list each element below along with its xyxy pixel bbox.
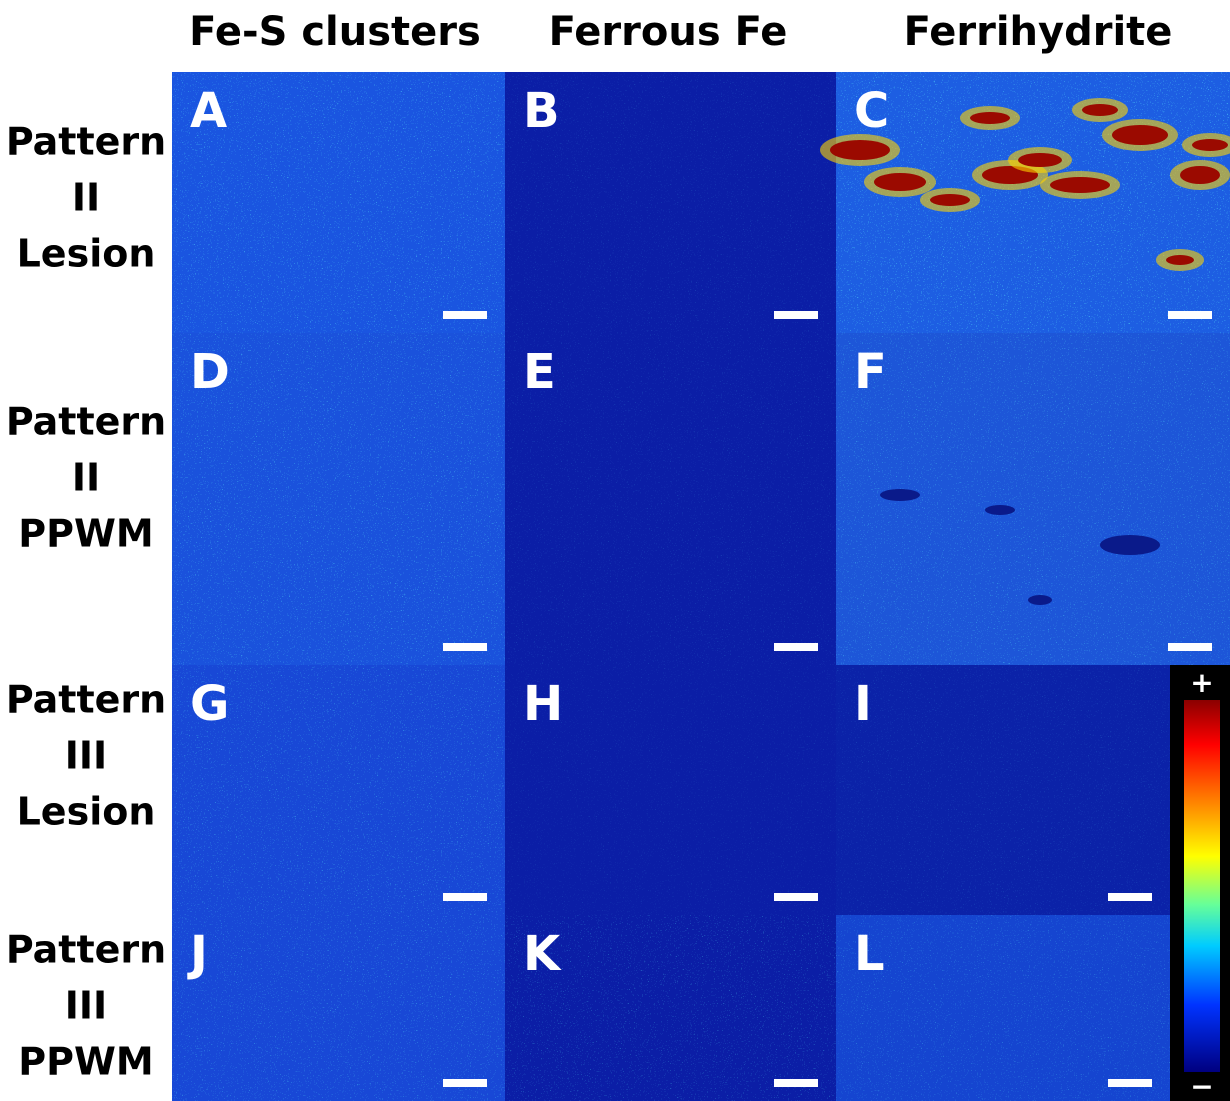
scale-bar	[774, 1079, 818, 1087]
panel-texture	[172, 915, 505, 1101]
vessel	[985, 505, 1015, 515]
deposit	[830, 140, 890, 160]
panel-texture	[836, 72, 1230, 333]
row-label: Pattern	[6, 678, 166, 722]
deposit	[1018, 153, 1062, 167]
deposit	[1050, 177, 1110, 193]
scale-bar	[443, 643, 487, 651]
row-label: Lesion	[17, 232, 156, 276]
panel-letter: K	[523, 926, 562, 982]
row-label: PPWM	[18, 1040, 153, 1084]
image-panel: B	[505, 72, 836, 333]
row-label: III	[65, 734, 107, 778]
column-header: Ferrous Fe	[549, 9, 788, 55]
deposit	[1180, 166, 1220, 184]
colorbar-gradient	[1184, 700, 1220, 1072]
panel-letter: C	[854, 83, 889, 139]
scale-bar	[1168, 311, 1212, 319]
row-label: Pattern	[6, 928, 166, 972]
panel-letter: A	[190, 83, 227, 139]
figure: ABCDEFGHIJKL+− Fe-S clustersFerrous FeFe…	[0, 0, 1230, 1101]
scale-bar	[443, 893, 487, 901]
panel-letter: F	[854, 344, 887, 400]
scale-bar	[774, 893, 818, 901]
deposit	[1166, 255, 1194, 265]
panel-texture	[836, 915, 1170, 1101]
row-label: Pattern	[6, 400, 166, 444]
image-panel: K	[505, 915, 836, 1101]
vessel	[1028, 595, 1052, 605]
image-panel: I	[836, 665, 1170, 915]
scale-bar	[774, 311, 818, 319]
column-header: Ferrihydrite	[904, 9, 1173, 55]
vessel	[880, 489, 920, 501]
panel-letter: B	[523, 83, 560, 139]
panel-letter: I	[854, 676, 872, 732]
scale-bar	[443, 311, 487, 319]
image-panel: G	[172, 665, 505, 915]
deposit	[930, 194, 970, 206]
row-label: II	[72, 456, 100, 500]
deposit	[1192, 139, 1228, 151]
row-label: III	[65, 984, 107, 1028]
column-header: Fe-S clusters	[189, 9, 481, 55]
row-label: II	[72, 176, 100, 220]
row-label: Pattern	[6, 120, 166, 164]
colorbar-max-label: +	[1190, 666, 1213, 699]
image-panel: L	[836, 915, 1170, 1101]
scale-bar	[1168, 643, 1212, 651]
row-label: PPWM	[18, 512, 153, 556]
panel-letter: D	[190, 344, 230, 400]
vessel	[1100, 535, 1160, 555]
row-label: Lesion	[17, 790, 156, 834]
panel-letter: J	[187, 926, 208, 982]
image-panel: D	[172, 333, 505, 665]
scale-bar	[1108, 893, 1152, 901]
panel-letter: L	[854, 926, 885, 982]
image-panel: H	[505, 665, 836, 915]
scale-bar	[774, 643, 818, 651]
image-panel: A	[172, 72, 505, 333]
scale-bar	[443, 1079, 487, 1087]
deposit	[970, 112, 1010, 124]
deposit	[874, 173, 926, 191]
deposit	[1112, 125, 1168, 145]
image-panel: E	[505, 333, 836, 665]
panel-letter: G	[190, 676, 229, 732]
deposit	[1082, 104, 1118, 116]
panel-texture	[836, 665, 1170, 915]
panel-letter: H	[523, 676, 563, 732]
colorbar: +−	[1170, 665, 1230, 1101]
colorbar-min-label: −	[1190, 1070, 1213, 1101]
image-panel: F	[836, 333, 1230, 665]
image-panel: C	[820, 72, 1230, 333]
scale-bar	[1108, 1079, 1152, 1087]
panel-letter: E	[523, 344, 556, 400]
image-panel: J	[172, 915, 505, 1101]
